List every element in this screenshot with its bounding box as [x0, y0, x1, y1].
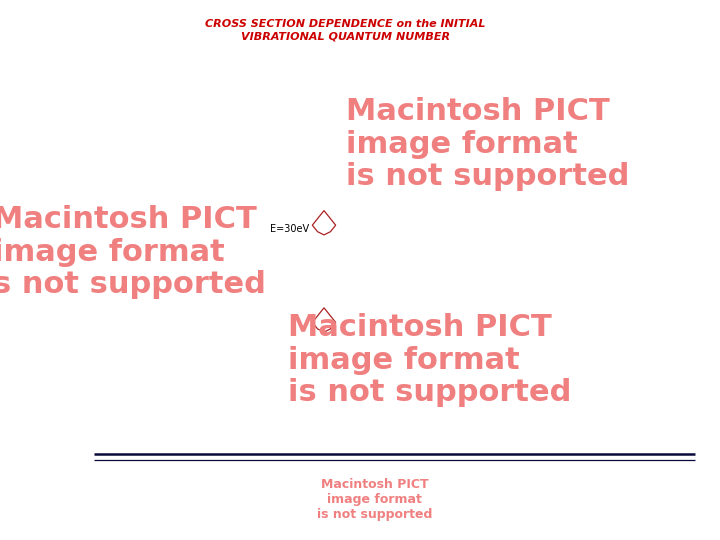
Text: Macintosh PICT
image format
is not supported: Macintosh PICT image format is not suppo… — [317, 478, 432, 521]
Text: E=30eV: E=30eV — [270, 225, 309, 234]
Text: Macintosh PICT
image format
is not supported: Macintosh PICT image format is not suppo… — [288, 313, 572, 407]
Text: Macintosh PICT
image format
is not supported: Macintosh PICT image format is not suppo… — [346, 97, 629, 191]
Text: CROSS SECTION DEPENDENCE on the INITIAL
VIBRATIONAL QUANTUM NUMBER: CROSS SECTION DEPENDENCE on the INITIAL … — [205, 19, 486, 42]
Text: Macintosh PICT
image format
s not supported: Macintosh PICT image format s not suppor… — [0, 205, 266, 299]
